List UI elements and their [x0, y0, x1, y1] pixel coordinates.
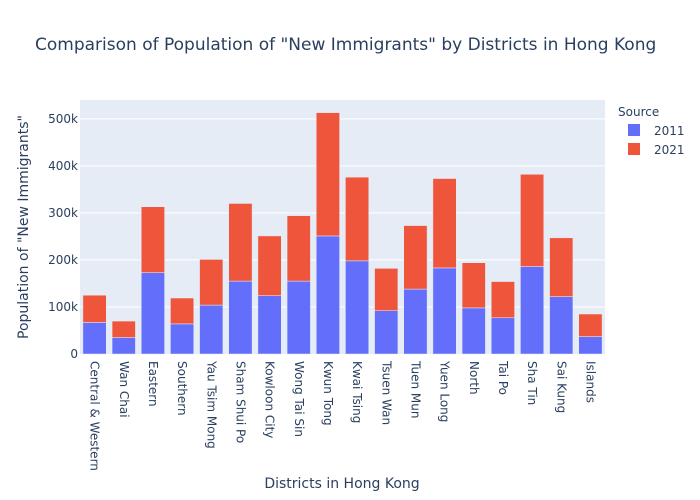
legend-title: Source — [618, 105, 659, 119]
bar-2011 — [316, 235, 340, 355]
bar-2021 — [491, 281, 515, 319]
x-tick-label: Kwai Tsing — [350, 361, 364, 423]
y-tick-label: 500k — [48, 112, 78, 126]
bar-2011 — [549, 296, 574, 355]
bar-2011 — [374, 310, 399, 355]
y-tick-label: 400k — [48, 159, 78, 173]
y-axis-ticks: 0 100k 200k 300k 400k 500k — [48, 112, 78, 361]
bar-2021 — [316, 112, 340, 237]
bar-2021 — [286, 215, 311, 282]
bar-2011 — [345, 260, 369, 355]
bar-2021 — [257, 235, 282, 296]
x-tick-label: Sai Kung — [554, 361, 568, 413]
bar-2021 — [170, 297, 195, 325]
bar-2011 — [432, 267, 457, 355]
legend-swatch — [628, 124, 640, 136]
legend-label: 2011 — [654, 124, 685, 138]
bar-2021 — [403, 225, 428, 290]
y-tick-label: 200k — [48, 253, 78, 267]
bar-2011 — [257, 295, 282, 355]
plot-area — [80, 100, 605, 354]
bar-2011 — [82, 322, 107, 355]
x-tick-label: Sham Shui Po — [233, 361, 247, 443]
x-tick-label: Southern — [175, 361, 189, 416]
x-tick-label: Central & Western — [88, 361, 102, 471]
gridlines — [80, 118, 605, 308]
legend-label: 2021 — [654, 143, 685, 157]
x-tick-label: Islands — [583, 361, 597, 403]
bar-2021 — [199, 259, 224, 306]
x-tick-label: Kowloon City — [263, 361, 277, 438]
x-tick-label: North — [467, 361, 481, 395]
y-tick-label: 100k — [48, 300, 78, 314]
x-tick-label: Tai Po — [496, 360, 510, 395]
y-tick-label: 0 — [70, 347, 78, 361]
bar-2011 — [199, 304, 224, 355]
bar-2011 — [491, 317, 515, 355]
x-tick-label: Eastern — [146, 361, 160, 407]
bar-2011 — [228, 280, 253, 355]
legend-swatch — [628, 143, 640, 155]
bar-2021 — [374, 268, 399, 311]
x-tick-label: Wong Tai Sin — [292, 361, 306, 437]
bar-2011 — [403, 288, 428, 355]
bar-2021 — [345, 176, 369, 262]
bar-2011 — [111, 337, 136, 355]
bar-2011 — [578, 336, 603, 355]
x-tick-label: Kwun Tong — [321, 361, 335, 426]
x-tick-label: Tuen Mun — [408, 360, 422, 418]
bar-2011 — [520, 266, 545, 355]
bar-2021 — [520, 174, 545, 267]
bar-2011 — [286, 280, 311, 355]
bars — [82, 112, 603, 355]
x-tick-label: Sha Tin — [525, 361, 539, 405]
y-tick-label: 300k — [48, 206, 78, 220]
bar-2021 — [141, 206, 165, 273]
x-axis-title: Districts in Hong Kong — [264, 476, 419, 492]
bar-2021 — [578, 313, 603, 337]
x-axis-ticks: Central & Western Wan Chai Eastern Southern… — [88, 360, 598, 471]
bar-2011 — [170, 323, 195, 355]
x-tick-label: Yuen Long — [438, 360, 452, 422]
bar-2011 — [141, 272, 165, 355]
legend: Source 2011 2021 — [618, 105, 685, 157]
bar-2021 — [549, 237, 574, 297]
x-tick-label: Yau Tsim Mong — [204, 360, 218, 449]
bar-2021 — [111, 320, 136, 338]
bar-2021 — [432, 178, 457, 269]
bar-2021 — [461, 262, 486, 309]
y-axis-title: Population of "New Immigrants" — [16, 115, 32, 339]
bar-2021 — [82, 294, 107, 323]
bar-2021 — [228, 203, 253, 282]
x-tick-label: Tsuen Wan — [379, 360, 393, 425]
bar-2011 — [461, 307, 486, 355]
x-tick-label: Wan Chai — [117, 361, 131, 418]
chart-title: Comparison of Population of "New Immigra… — [35, 35, 656, 55]
